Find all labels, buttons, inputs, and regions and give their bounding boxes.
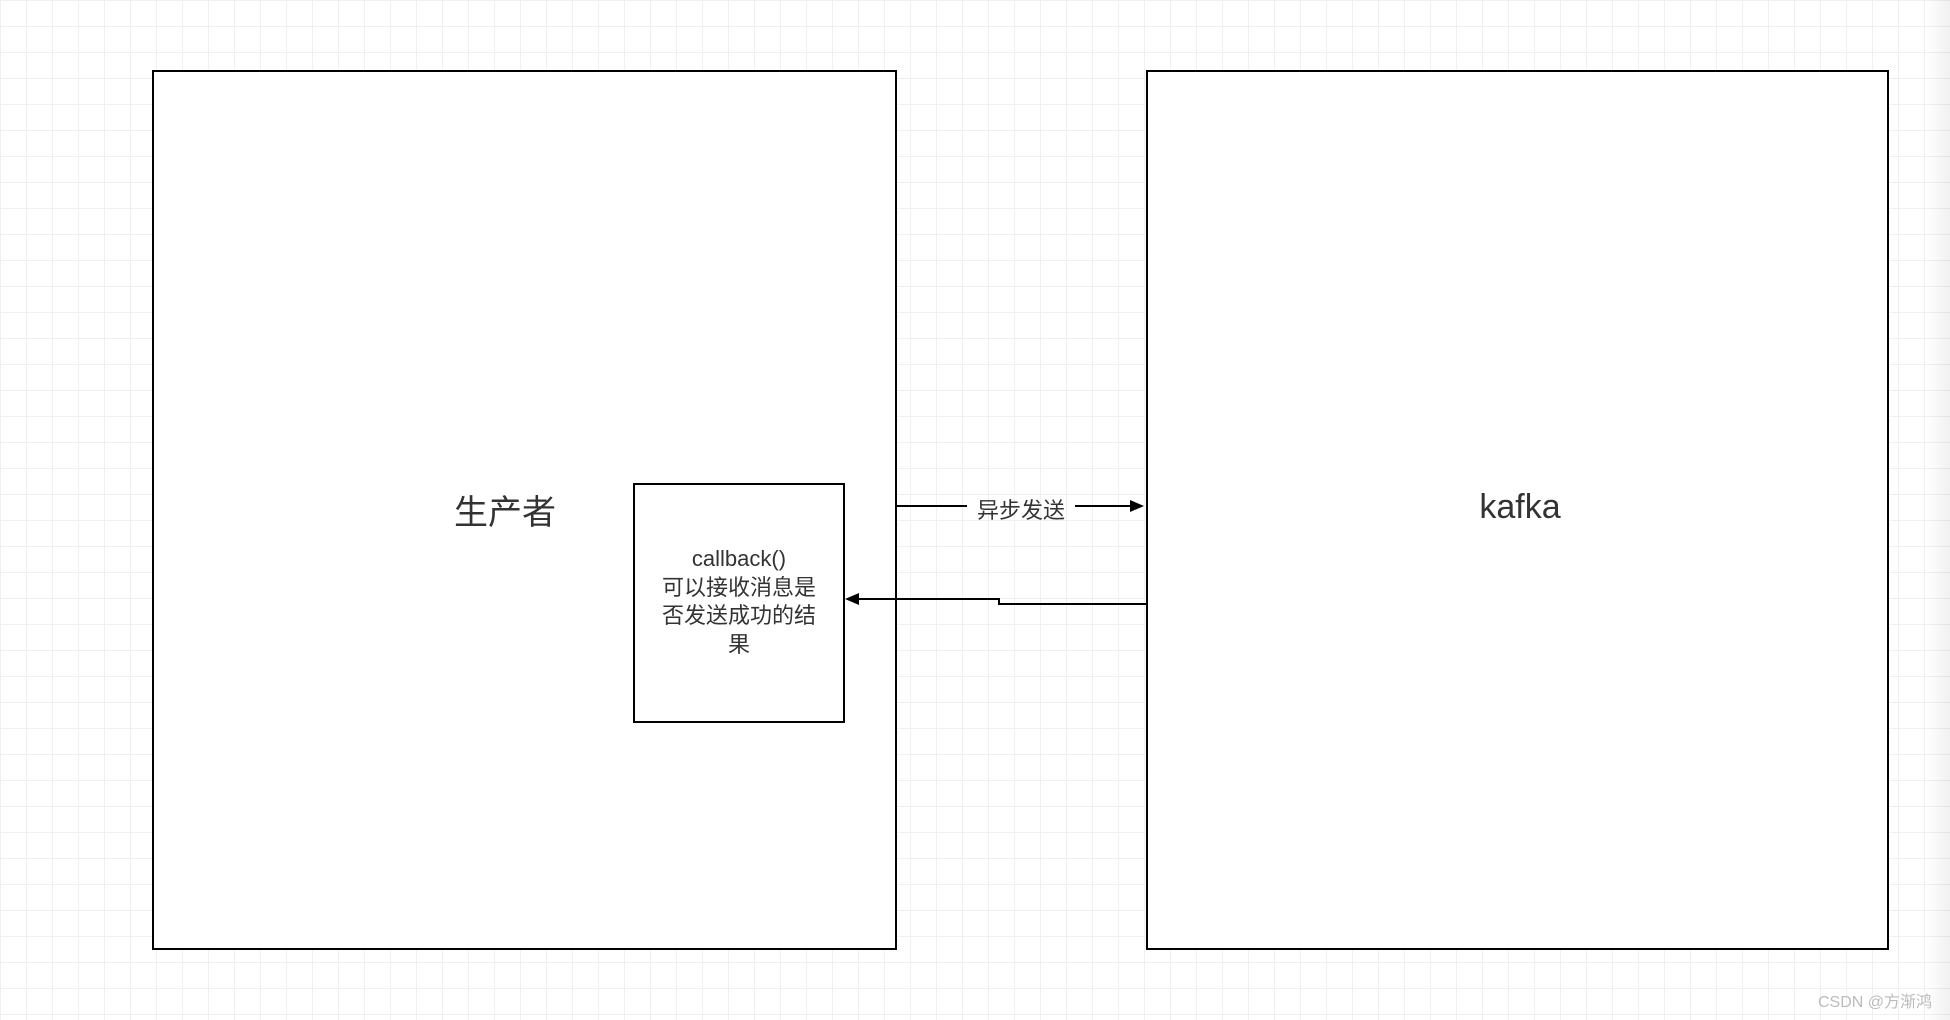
send-arrow-line-left	[897, 505, 967, 507]
callback-line4: 果	[640, 631, 838, 660]
kafka-label: kafka	[1460, 488, 1580, 527]
callback-line3: 否发送成功的结	[640, 602, 838, 631]
callback-line2: 可以接收消息是	[640, 574, 838, 603]
send-arrow-line-right	[1075, 505, 1132, 507]
edge-shadow	[1926, 0, 1950, 1020]
return-arrow-head	[845, 593, 859, 605]
return-arrow-line-left	[859, 598, 1000, 600]
callback-line1: callback()	[640, 545, 838, 574]
callback-text: callback() 可以接收消息是 否发送成功的结 果	[640, 545, 838, 659]
send-arrow-head	[1130, 500, 1144, 512]
send-arrow-label: 异步发送	[967, 493, 1075, 525]
watermark-text: CSDN @方渐鸿	[1818, 988, 1932, 1012]
producer-label: 生产者	[440, 485, 570, 534]
return-arrow-line-right	[1000, 603, 1146, 605]
